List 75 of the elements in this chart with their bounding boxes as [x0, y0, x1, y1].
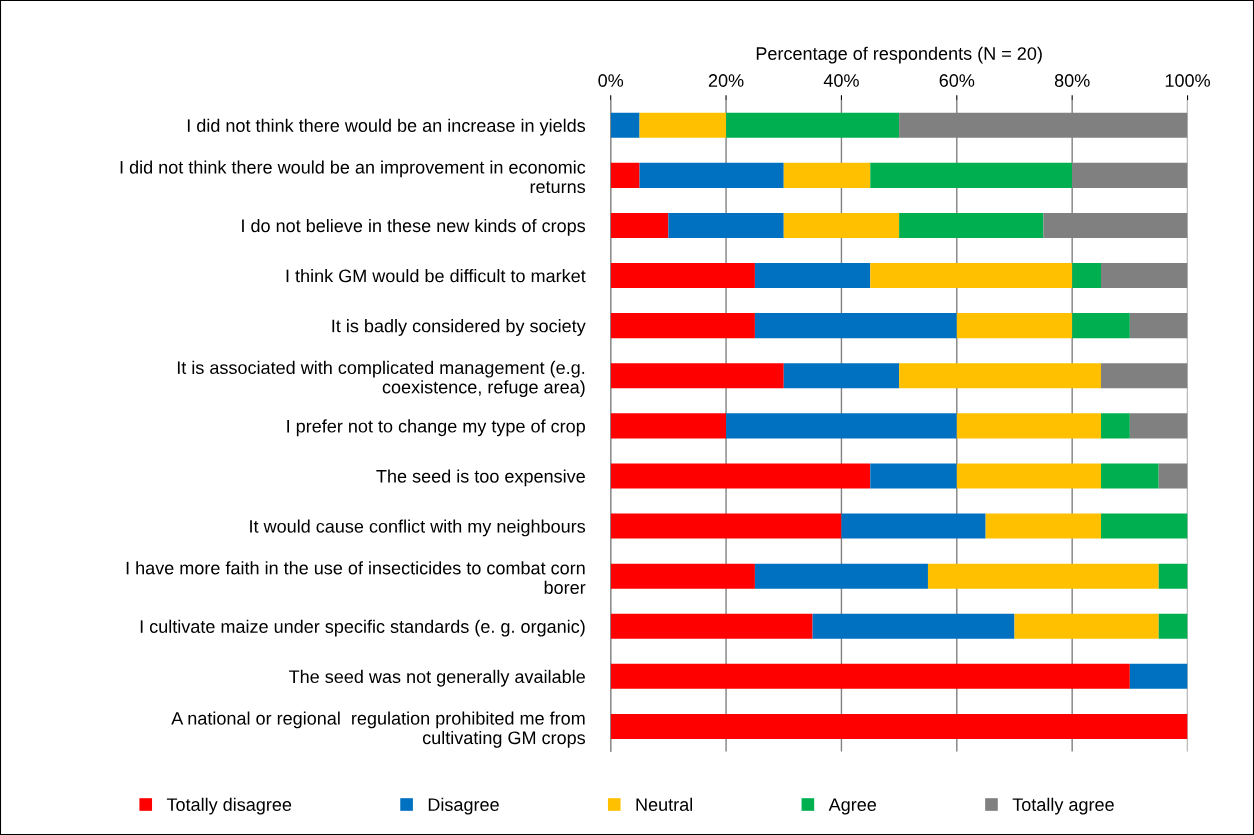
bar	[610, 413, 727, 439]
bar	[870, 463, 957, 489]
bar	[726, 112, 900, 138]
bar	[1014, 613, 1159, 639]
legend-label: Totally disagree	[166, 797, 292, 815]
bar	[1101, 263, 1188, 289]
bar	[1101, 363, 1188, 389]
bar	[956, 463, 1102, 489]
y-tick-label: The seed was not generally available	[289, 669, 585, 687]
bar	[1158, 563, 1188, 589]
bar	[610, 313, 755, 339]
bar	[610, 112, 640, 138]
x-tick-label: 100%	[1165, 74, 1210, 87]
legend-label: Totally agree	[1012, 797, 1114, 815]
x-axis-title: Percentage of respondents (N = 20)	[756, 46, 1042, 64]
x-tick-label: 60%	[939, 74, 975, 87]
y-tick-label: I did not think there would be an increase in yields	[187, 118, 586, 136]
bar	[610, 513, 842, 539]
bar	[668, 212, 784, 238]
bar	[956, 313, 1073, 339]
legend-label: Neutral	[636, 797, 693, 812]
bar	[754, 313, 957, 339]
bar	[1101, 463, 1159, 489]
bar	[1129, 663, 1188, 689]
bar	[639, 162, 784, 188]
bar	[610, 363, 784, 389]
bar	[783, 363, 900, 389]
y-tick-label: I cultivate maize under specific standards (e. g. organic)	[140, 619, 585, 637]
x-tick-label: 40%	[823, 74, 859, 87]
bar	[899, 363, 1102, 389]
bar	[610, 212, 669, 238]
y-tick-label: I think GM would be difficult to market	[286, 269, 586, 283]
bar	[1101, 413, 1130, 439]
bar	[726, 413, 957, 439]
bar	[870, 162, 1073, 188]
bar	[610, 713, 1188, 739]
legend-label: Agree	[828, 798, 877, 815]
bar	[1072, 263, 1102, 289]
y-tick-label: The seed is too expensive	[376, 469, 585, 487]
x-tick-label: 80%	[1054, 74, 1090, 87]
x-tick-label: 0%	[598, 74, 624, 87]
bar	[754, 263, 871, 289]
legend-label: Disagree	[428, 797, 499, 815]
bar	[1072, 313, 1130, 339]
bar	[610, 563, 755, 589]
bar	[841, 513, 986, 539]
bar	[610, 463, 871, 489]
bar	[1129, 413, 1188, 439]
bar	[1158, 463, 1188, 489]
y-tick-label: I do not believe in these new kinds of crops	[242, 218, 586, 236]
bar	[610, 162, 640, 188]
bar	[610, 613, 813, 639]
bar	[927, 563, 1159, 589]
bar	[812, 613, 1015, 639]
y-tick-label: It is badly considered by society	[332, 319, 586, 336]
y-tick-label: It would cause conflict with my neighbours	[250, 519, 586, 537]
bar	[754, 563, 928, 589]
bar	[783, 162, 871, 188]
bar	[956, 413, 1102, 439]
bar	[985, 513, 1102, 539]
bar	[610, 263, 755, 289]
bar	[1129, 313, 1188, 339]
bar	[870, 263, 1073, 289]
bar	[610, 663, 1130, 689]
y-tick-label: A national or regional regulation prohibited me from cultivating GM crops	[171, 711, 586, 748]
bar	[783, 212, 900, 238]
bar	[899, 212, 1044, 238]
bar	[639, 112, 727, 138]
y-tick-label: I prefer not to change my type of crop	[287, 419, 585, 437]
y-tick-label: It is associated with complicated management (e.g. coexistence, refuge area)	[177, 360, 585, 398]
y-tick-label: I did not think there would be an improvement in economic returns	[120, 160, 586, 194]
bar	[1158, 613, 1188, 639]
x-tick-label: 20%	[708, 74, 744, 87]
bar	[1101, 513, 1188, 539]
y-tick-label: I have more faith in the use of insecticides to combat corn borer	[126, 561, 586, 594]
